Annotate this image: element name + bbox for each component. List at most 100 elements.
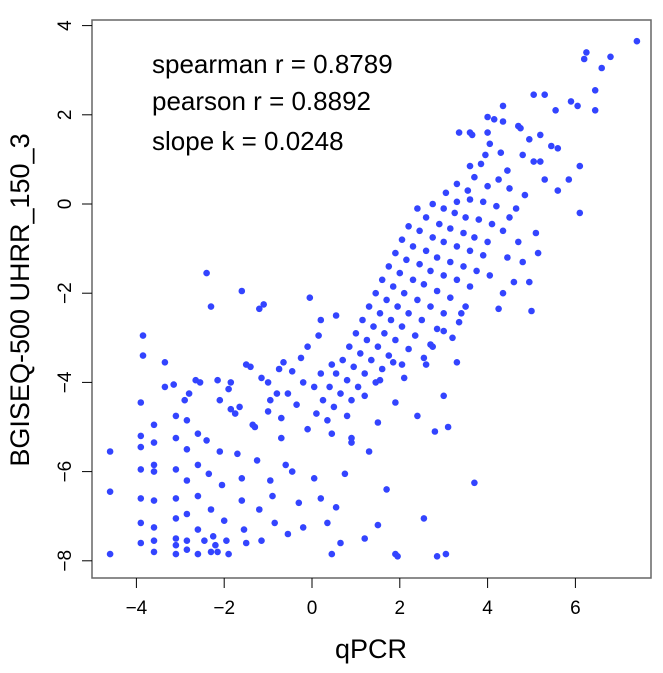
- data-point: [313, 410, 320, 417]
- x-tick-label: 2: [395, 598, 406, 619]
- data-point: [227, 405, 235, 413]
- data-point: [499, 118, 507, 125]
- data-point: [453, 359, 461, 366]
- data-point: [183, 477, 191, 484]
- data-point: [515, 238, 522, 246]
- x-tick-label: 4: [482, 598, 493, 619]
- x-tick-label: −4: [126, 598, 148, 619]
- data-point: [526, 136, 533, 143]
- data-point: [354, 383, 362, 391]
- data-point: [495, 305, 502, 313]
- data-point: [183, 546, 191, 553]
- data-point: [192, 376, 199, 384]
- data-point: [341, 470, 349, 478]
- data-point: [288, 468, 296, 475]
- data-point: [422, 214, 430, 221]
- data-point: [499, 102, 507, 110]
- data-point: [440, 238, 448, 246]
- data-point: [357, 350, 364, 357]
- data-point: [394, 303, 401, 310]
- data-point: [392, 399, 399, 406]
- data-point: [552, 107, 559, 114]
- data-point: [458, 310, 465, 317]
- data-point: [484, 129, 491, 136]
- data-point: [150, 497, 158, 504]
- data-point: [253, 457, 261, 464]
- data-point: [350, 363, 358, 371]
- data-point: [231, 410, 239, 417]
- data-point: [486, 140, 494, 148]
- data-point: [376, 310, 384, 317]
- data-point: [495, 176, 502, 183]
- data-point: [212, 541, 219, 549]
- data-point: [368, 356, 375, 364]
- y-tick-label: 4: [55, 20, 76, 31]
- data-point: [172, 412, 180, 420]
- data-point: [310, 475, 318, 482]
- data-point: [280, 359, 287, 366]
- data-point: [576, 162, 584, 170]
- data-point: [275, 365, 283, 373]
- data-point: [216, 396, 224, 404]
- data-point: [449, 334, 456, 342]
- data-point: [433, 287, 441, 295]
- y-tick-label: −6: [55, 461, 76, 483]
- data-point: [317, 316, 325, 324]
- data-point: [548, 142, 555, 150]
- data-point: [475, 216, 483, 223]
- data-point: [528, 307, 535, 315]
- data-point: [172, 495, 180, 502]
- data-point: [172, 550, 180, 558]
- data-point: [519, 151, 526, 159]
- data-point: [242, 539, 250, 547]
- data-point: [106, 550, 114, 558]
- data-point: [139, 352, 147, 359]
- data-point: [460, 263, 467, 270]
- data-point: [420, 354, 428, 362]
- data-point: [418, 316, 426, 324]
- data-point: [416, 260, 423, 268]
- data-point: [466, 196, 474, 203]
- data-point: [484, 182, 491, 190]
- data-point: [574, 102, 581, 110]
- data-point: [106, 448, 114, 455]
- y-tick-label: 0: [55, 199, 76, 210]
- data-point: [258, 537, 265, 544]
- data-point: [225, 385, 232, 393]
- data-point: [216, 448, 224, 455]
- data-point: [183, 537, 191, 544]
- data-point: [269, 492, 276, 500]
- data-point: [297, 354, 305, 362]
- plot-frame: [91, 19, 652, 579]
- data-point: [310, 383, 318, 391]
- data-point: [328, 430, 336, 438]
- data-point: [429, 234, 437, 241]
- data-point: [484, 113, 491, 121]
- data-point: [284, 390, 292, 397]
- data-point: [319, 396, 327, 404]
- data-point: [194, 526, 202, 533]
- data-point: [517, 124, 524, 132]
- data-point: [427, 267, 434, 275]
- data-point: [591, 87, 599, 94]
- data-point: [396, 269, 404, 277]
- data-point: [486, 272, 494, 279]
- data-point: [376, 376, 384, 384]
- data-point: [389, 283, 397, 290]
- data-point: [532, 229, 540, 237]
- data-point: [332, 370, 340, 377]
- data-point: [304, 343, 311, 351]
- data-point: [359, 316, 366, 324]
- data-point: [284, 530, 292, 538]
- data-point: [482, 151, 489, 159]
- data-point: [405, 345, 412, 353]
- data-point: [278, 434, 285, 442]
- data-point: [398, 323, 406, 330]
- data-point: [218, 481, 226, 489]
- data-point: [299, 524, 307, 531]
- y-tick-label: −8: [55, 550, 76, 572]
- data-point: [348, 396, 355, 404]
- data-point: [440, 327, 448, 335]
- data-point: [471, 173, 478, 181]
- data-point: [541, 176, 548, 183]
